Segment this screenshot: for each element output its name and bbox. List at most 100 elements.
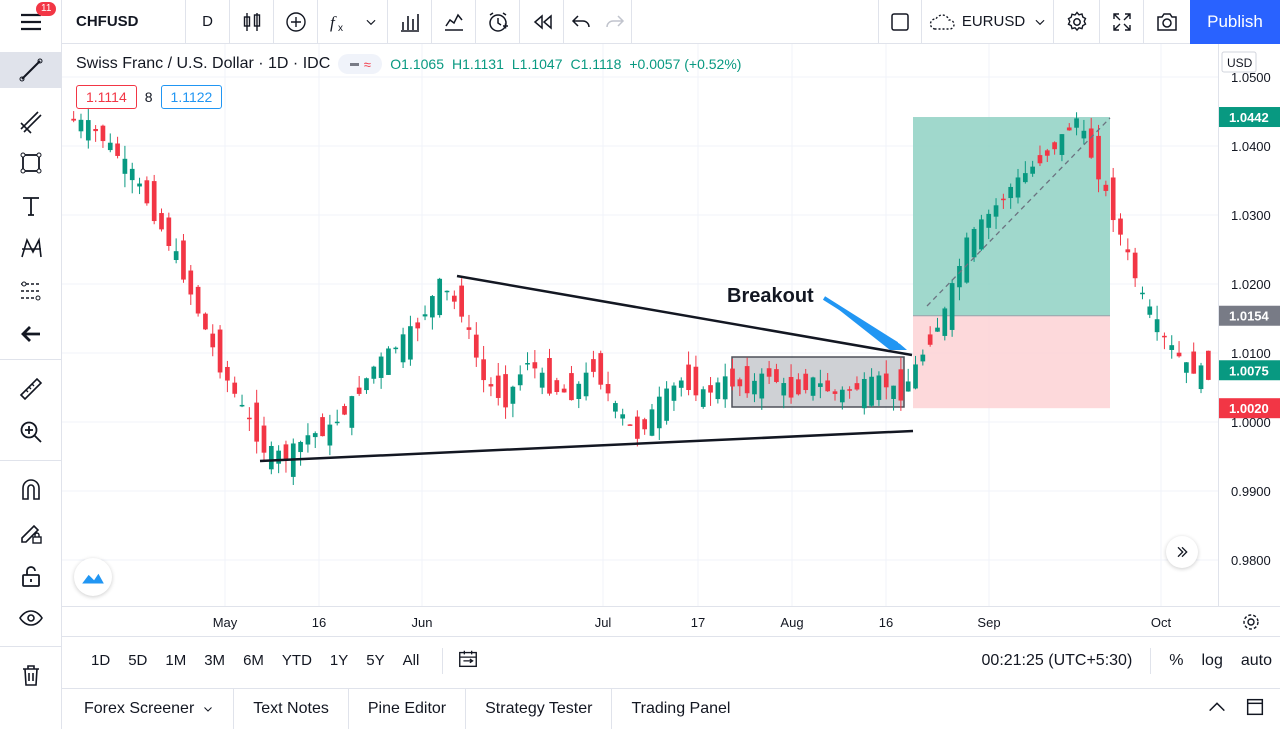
time-axis[interactable]: May 16 Jun Jul 17 Aug 16 Sep Oct [62, 606, 1280, 636]
candle-body [283, 444, 289, 460]
candle-body [1001, 198, 1006, 201]
candle-body [93, 128, 98, 132]
candle-body [854, 383, 860, 390]
candle-body [730, 368, 735, 387]
tab-forex-screener[interactable]: Forex Screener [62, 688, 235, 729]
price-label-box [1219, 305, 1280, 326]
price-tick-label: 1.0200 [1231, 277, 1271, 292]
minus-icon [349, 62, 359, 66]
candle-body [561, 388, 567, 393]
ruler-icon[interactable] [8, 371, 54, 407]
range-5d-button[interactable]: 5D [128, 652, 148, 669]
layout-icon[interactable] [878, 0, 922, 44]
clock-timezone[interactable]: 00:21:25 (UTC+5:30) [981, 652, 1133, 669]
symbol-search-button[interactable]: CHFUSD [62, 0, 186, 44]
add-compare-icon[interactable] [274, 0, 318, 44]
unlock-icon[interactable] [8, 558, 54, 594]
chart-pane[interactable]: Breakout [62, 44, 1218, 606]
templates-icon[interactable] [388, 0, 432, 44]
candle-body [1015, 177, 1021, 198]
sell-button[interactable]: 1.1114 [76, 85, 137, 109]
alert-chart-icon[interactable] [432, 0, 476, 44]
eye-icon[interactable] [8, 600, 54, 636]
back-arrow-icon[interactable] [8, 316, 54, 352]
gear-icon[interactable] [1054, 0, 1100, 44]
buy-button[interactable]: 1.1122 [160, 85, 223, 109]
ohlc-low: L1.1047 [511, 56, 563, 72]
ohlc-open: O1.1065 [390, 56, 444, 72]
candles-icon[interactable] [230, 0, 274, 44]
trash-icon[interactable] [8, 657, 54, 693]
tv-logo-icon[interactable] [74, 558, 112, 596]
range-all-button[interactable]: All [402, 652, 420, 669]
range-5y-button[interactable]: 5Y [366, 652, 385, 669]
candle-body [957, 266, 962, 288]
lock-pen-icon[interactable] [8, 515, 54, 551]
axis-settings-gear-icon[interactable] [1243, 614, 1259, 630]
prediction-icon[interactable] [8, 273, 54, 309]
candle-body [320, 417, 325, 437]
candle-body [686, 364, 691, 391]
tab-text-notes[interactable]: Text Notes [234, 688, 349, 729]
tab-label: Pine Editor [367, 700, 447, 717]
legend-title[interactable]: Swiss Franc / U.S. Dollar · 1D · IDC [76, 55, 331, 72]
range-1d-button[interactable]: 1D [91, 652, 111, 669]
magnet-icon[interactable] [8, 472, 54, 508]
tab-pine-editor[interactable]: Pine Editor [349, 688, 467, 729]
redo-icon[interactable] [598, 0, 632, 44]
alert-clock-icon[interactable] [476, 0, 520, 44]
time-axis-scale: May 16 Jun Jul 17 Aug 16 Sep Oct [213, 614, 1259, 630]
candle-body [517, 374, 523, 386]
candle-body [1118, 218, 1123, 235]
candle-body [627, 424, 633, 426]
price-axis[interactable]: 1.0500 1.0400 1.0300 1.0200 1.0100 1.0000 0.99… [1218, 44, 1280, 606]
range-6m-button[interactable]: 6M [243, 652, 264, 669]
time-tick-label: 16 [312, 615, 326, 630]
price-tick-label: 1.0300 [1231, 208, 1271, 223]
tab-trading-panel[interactable]: Trading Panel [612, 689, 749, 729]
interval-button[interactable]: D [186, 0, 230, 44]
range-1y-button[interactable]: 1Y [329, 652, 349, 669]
compare-symbol-button[interactable]: EURUSD [922, 0, 1054, 44]
candle-body [364, 378, 369, 391]
chart-legend: Swiss Franc / U.S. Dollar · 1D · IDC ≈ O… [76, 54, 741, 74]
candle-body [1154, 319, 1160, 333]
candle-body [78, 119, 84, 132]
menu-icon[interactable] [8, 4, 54, 40]
fib-icon[interactable] [8, 104, 54, 140]
trend-line-icon[interactable] [0, 52, 62, 88]
maximize-panel-icon[interactable] [1244, 696, 1266, 723]
auto-toggle[interactable]: auto [1240, 652, 1272, 669]
rectangle-icon[interactable] [8, 145, 54, 181]
date-range-icon[interactable] [457, 648, 479, 674]
fullscreen-icon[interactable] [1100, 0, 1144, 44]
percent-toggle[interactable]: % [1169, 652, 1184, 669]
candle-body [583, 372, 589, 397]
range-ytd-button[interactable]: YTD [281, 652, 312, 669]
range-1m-button[interactable]: 1M [165, 652, 187, 669]
candle-body [1074, 118, 1079, 128]
undo-icon[interactable] [564, 0, 598, 44]
time-tick-label: 16 [879, 615, 893, 630]
price-chart[interactable]: Breakout [62, 44, 1218, 606]
publish-button[interactable]: Publish [1190, 0, 1280, 44]
legend-pill[interactable]: ≈ [338, 54, 383, 74]
zoom-in-icon[interactable] [8, 414, 54, 450]
candle-body [1044, 150, 1050, 156]
candle-body [181, 240, 186, 280]
pattern-icon[interactable] [8, 230, 54, 266]
range-3m-button[interactable]: 3M [204, 652, 226, 669]
candle-body [1008, 186, 1014, 199]
candle-body [386, 348, 391, 375]
text-icon[interactable] [8, 188, 54, 224]
collapse-panel-icon[interactable] [1206, 696, 1228, 723]
scroll-right-icon[interactable] [1166, 536, 1198, 568]
log-toggle[interactable]: log [1201, 652, 1223, 669]
camera-icon[interactable] [1144, 0, 1190, 44]
replay-icon[interactable] [520, 0, 564, 44]
price-tick-label: 1.0000 [1231, 415, 1271, 430]
time-tick-label: Oct [1151, 615, 1172, 630]
price-label: 1.0075 [1229, 363, 1269, 378]
tab-strategy-tester[interactable]: Strategy Tester [466, 688, 613, 729]
